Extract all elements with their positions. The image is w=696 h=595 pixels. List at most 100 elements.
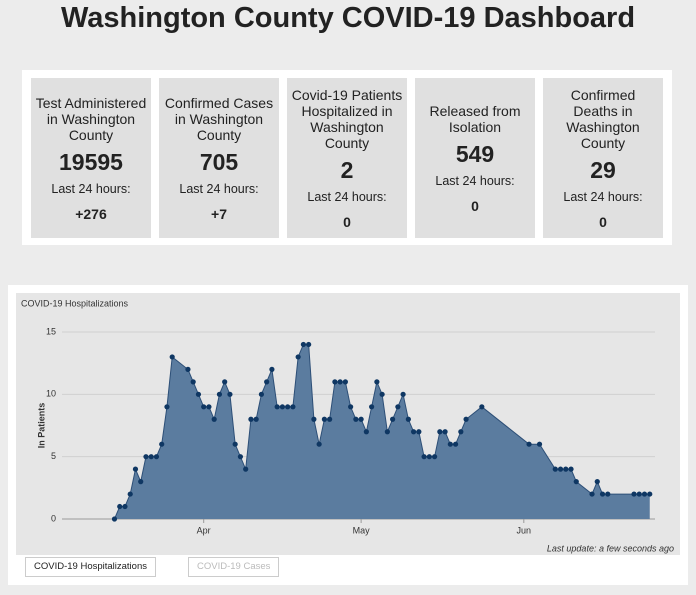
card-row: Test Administered in Washington County 19… bbox=[22, 70, 672, 245]
point bbox=[479, 404, 485, 410]
card-value: 19595 bbox=[59, 148, 123, 175]
point bbox=[227, 391, 233, 397]
point bbox=[384, 429, 390, 435]
x-tick-label: May bbox=[353, 525, 371, 535]
card-change: 0 bbox=[599, 213, 607, 230]
point bbox=[442, 429, 448, 435]
point bbox=[185, 366, 191, 372]
point bbox=[211, 416, 217, 422]
stat-card: Released from Isolation 549 Last 24 hours:… bbox=[415, 78, 535, 238]
point bbox=[348, 404, 354, 410]
card-label: Covid-19 Patients Hospitalized in Washin… bbox=[291, 86, 403, 151]
point bbox=[117, 503, 123, 510]
point bbox=[222, 379, 228, 385]
point bbox=[138, 479, 144, 485]
stat-card: Confirmed Deaths in Washington County 29 L… bbox=[543, 78, 663, 238]
card-value: 705 bbox=[199, 148, 239, 175]
y-axis-label: In Patients bbox=[36, 403, 46, 449]
point bbox=[206, 404, 212, 410]
change-label: Last 24 hours: bbox=[307, 189, 387, 204]
point bbox=[290, 404, 296, 410]
point bbox=[647, 491, 653, 497]
point bbox=[164, 404, 170, 410]
y-tick-label: 15 bbox=[46, 326, 56, 336]
point bbox=[437, 429, 443, 435]
stat-card: Covid-19 Patients Hospitalized in Washin… bbox=[287, 78, 407, 238]
point bbox=[327, 416, 333, 422]
point bbox=[248, 416, 254, 422]
point bbox=[379, 391, 385, 397]
y-tick-label: 10 bbox=[46, 389, 56, 399]
point bbox=[269, 366, 275, 372]
point bbox=[316, 441, 322, 447]
point bbox=[589, 491, 595, 497]
point bbox=[342, 379, 348, 385]
point bbox=[195, 391, 202, 397]
stat-card: Confirmed Cases in Washington County 705 L… bbox=[159, 78, 279, 238]
point bbox=[374, 379, 380, 385]
point bbox=[148, 454, 154, 460]
card-change: 0 bbox=[343, 213, 351, 230]
point bbox=[526, 441, 532, 447]
change-label: Last 24 hours: bbox=[51, 181, 131, 196]
card-label: Test Administered in Washington County bbox=[35, 94, 147, 143]
point bbox=[285, 404, 291, 410]
point bbox=[132, 466, 139, 472]
point bbox=[552, 466, 558, 472]
point bbox=[258, 391, 265, 397]
point bbox=[447, 441, 453, 447]
point bbox=[169, 354, 175, 360]
change-label: Last 24 hours: bbox=[435, 173, 515, 188]
card-label: Confirmed Deaths in Washington County bbox=[566, 86, 640, 151]
point bbox=[411, 429, 417, 435]
point bbox=[201, 404, 207, 410]
point bbox=[636, 491, 642, 497]
point bbox=[353, 416, 359, 422]
point bbox=[300, 341, 306, 348]
x-tick-label: Jun bbox=[517, 525, 532, 535]
point bbox=[311, 416, 317, 422]
tab[interactable]: COVID-19 Hospitalizations bbox=[25, 557, 156, 577]
point bbox=[431, 454, 438, 460]
point bbox=[159, 441, 165, 447]
point bbox=[143, 454, 149, 460]
tab[interactable]: COVID-19 Cases bbox=[188, 557, 280, 577]
point bbox=[400, 391, 406, 397]
card-change: 0 bbox=[471, 197, 479, 214]
change-label: Last 24 hours: bbox=[563, 189, 643, 204]
area bbox=[114, 344, 650, 519]
point bbox=[557, 466, 564, 472]
point bbox=[363, 429, 369, 435]
point bbox=[190, 379, 196, 385]
stat-card: Test Administered in Washington County 19… bbox=[31, 78, 151, 238]
point bbox=[641, 491, 648, 497]
point bbox=[264, 379, 270, 385]
point bbox=[421, 454, 427, 460]
chart: COVID-19 Hospitalizations Last update: a… bbox=[16, 293, 680, 555]
point bbox=[321, 416, 327, 422]
point bbox=[458, 429, 464, 435]
point bbox=[306, 341, 312, 348]
point bbox=[111, 516, 118, 522]
point bbox=[122, 503, 128, 510]
card-value: 2 bbox=[340, 156, 354, 183]
point bbox=[216, 391, 223, 397]
point bbox=[243, 466, 249, 472]
point bbox=[631, 491, 637, 497]
card-value: 29 bbox=[590, 156, 616, 183]
point bbox=[594, 479, 600, 485]
point bbox=[369, 404, 375, 410]
point bbox=[573, 479, 579, 485]
card-label: Released from Isolation bbox=[429, 102, 521, 135]
line bbox=[114, 343, 650, 520]
point bbox=[127, 491, 133, 497]
point bbox=[253, 416, 259, 422]
point bbox=[416, 429, 422, 435]
chart-title: COVID-19 Hospitalizations bbox=[21, 298, 129, 308]
y-tick-label: 0 bbox=[51, 513, 56, 523]
change-label: Last 24 hours: bbox=[179, 181, 259, 196]
point bbox=[599, 491, 606, 497]
point bbox=[395, 404, 401, 410]
card-label: Confirmed Cases in Washington County bbox=[164, 94, 274, 143]
